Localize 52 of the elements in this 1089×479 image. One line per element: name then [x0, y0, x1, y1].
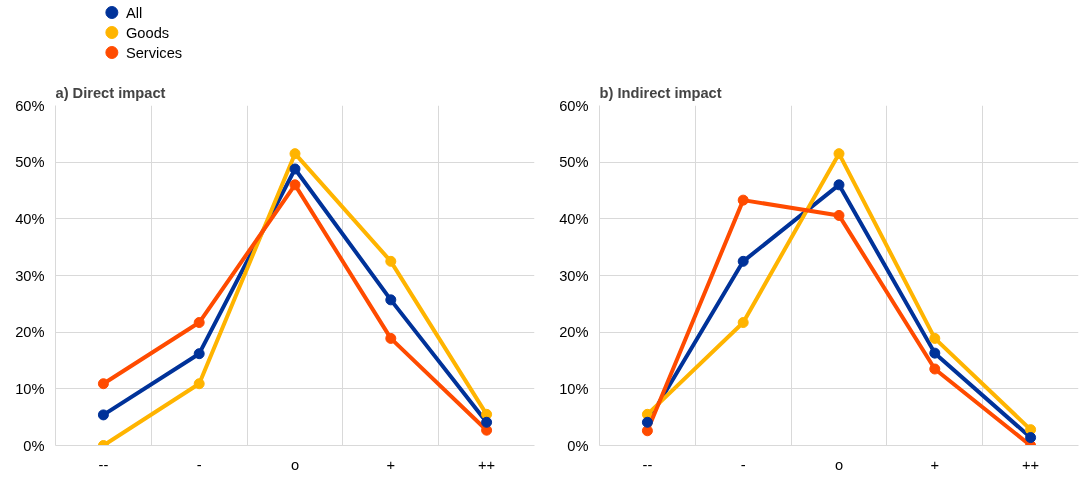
x-tick-label: -- — [98, 456, 109, 473]
point — [289, 163, 301, 175]
point — [833, 209, 845, 221]
point — [481, 416, 493, 428]
x-tick-label: ++ — [1022, 456, 1040, 473]
point — [193, 348, 205, 360]
x-tick-label: + — [930, 456, 940, 473]
y-tick-label: 40% — [559, 210, 589, 227]
x-tick-label: + — [386, 456, 396, 473]
point — [929, 332, 941, 344]
point — [1025, 432, 1037, 444]
y-tick-label: 10% — [15, 380, 45, 397]
x-tick-label: o — [290, 456, 300, 473]
chart-title: b) Indirect impact — [599, 84, 722, 101]
x-tick-label: o — [834, 456, 844, 473]
point — [97, 409, 109, 421]
point — [289, 179, 301, 191]
point — [193, 378, 205, 390]
x-tick-label: - — [196, 456, 202, 473]
x-tick-label: -- — [642, 456, 653, 473]
point — [929, 363, 941, 375]
chart-title: a) Direct impact — [55, 84, 166, 101]
y-tick-label: 0% — [567, 437, 589, 454]
point — [97, 378, 109, 390]
legend-label: Goods — [125, 24, 170, 41]
y-tick-label: 30% — [559, 267, 589, 284]
y-tick-label: 10% — [559, 380, 589, 397]
point — [385, 294, 397, 306]
y-tick-label: 40% — [15, 210, 45, 227]
point — [737, 255, 749, 267]
y-tick-label: 20% — [559, 324, 589, 341]
point — [737, 194, 749, 206]
y-tick-label: 0% — [23, 437, 45, 454]
point — [833, 179, 845, 191]
y-tick-label: 20% — [15, 324, 45, 341]
legend-label: Services — [125, 44, 183, 61]
x-tick-label: ++ — [478, 456, 496, 473]
point — [833, 148, 845, 160]
point — [737, 317, 749, 329]
point — [193, 317, 205, 329]
point — [641, 416, 653, 428]
legend-label: All — [125, 4, 143, 21]
point — [929, 347, 941, 359]
y-tick-label: 50% — [15, 154, 45, 171]
point — [289, 148, 301, 160]
y-tick-label: 60% — [559, 97, 589, 114]
y-tick-label: 50% — [559, 154, 589, 171]
y-tick-label: 60% — [15, 97, 45, 114]
point — [385, 332, 397, 344]
y-tick-label: 30% — [15, 267, 45, 284]
point — [385, 255, 397, 267]
x-tick-label: - — [740, 456, 746, 473]
